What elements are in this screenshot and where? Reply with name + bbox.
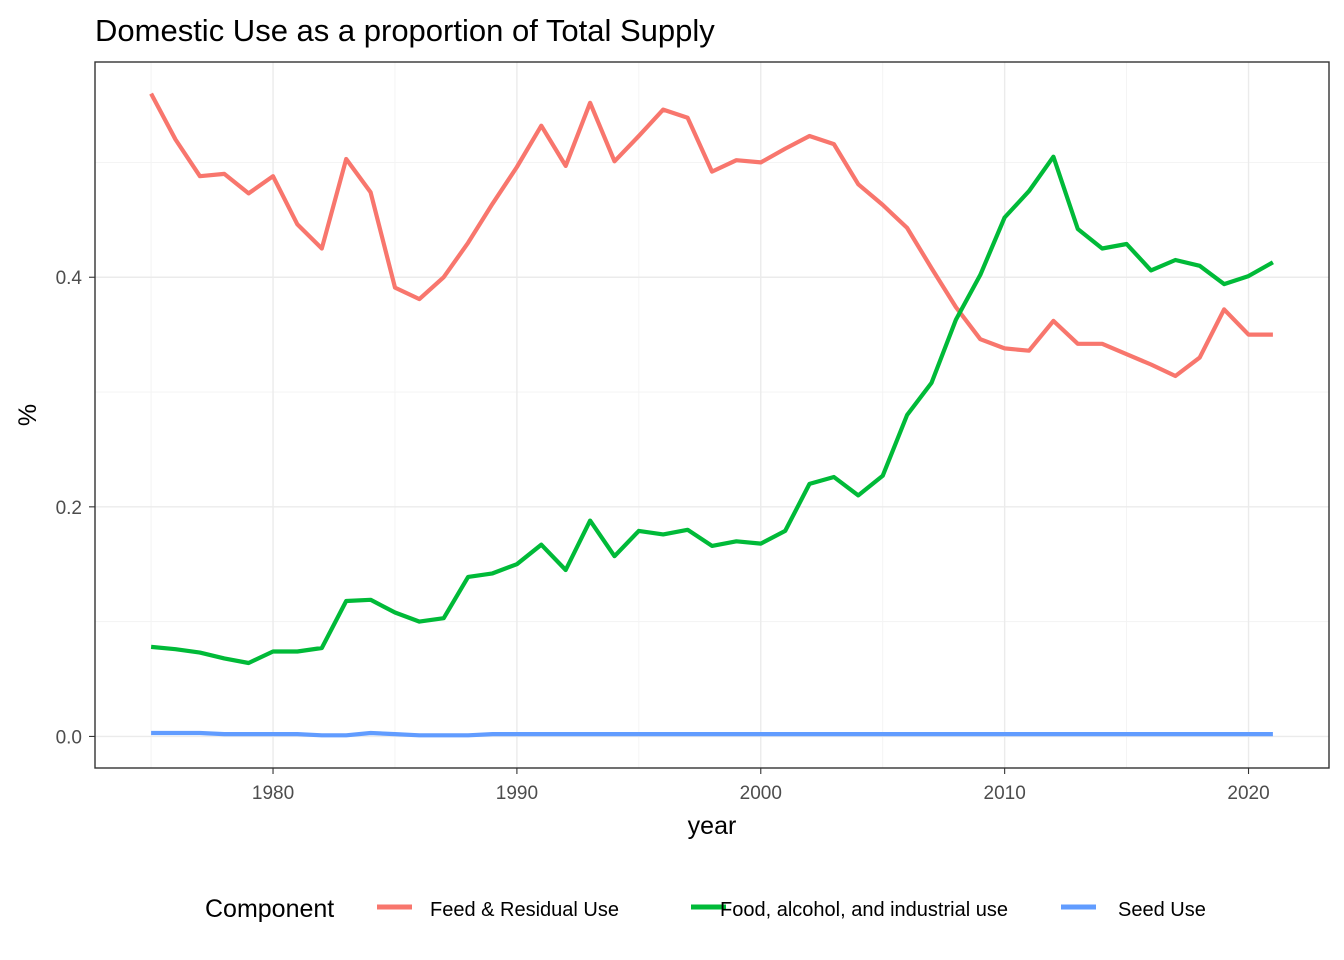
legend-title: Component [205, 895, 334, 923]
x-tick-label: 1980 [252, 783, 294, 804]
panel-border [94, 61, 1330, 769]
chart-title: Domestic Use as a proportion of Total Su… [95, 13, 715, 48]
y-tick-label: 0.2 [56, 498, 82, 519]
x-axis: 1980 1990 2000 2010 2020 [252, 768, 1270, 804]
y-tick-label: 0.0 [56, 727, 82, 748]
y-axis: 0.0 0.2 0.4 [56, 268, 95, 748]
x-tick-label: 2010 [984, 783, 1026, 804]
y-axis-title: % [14, 404, 42, 426]
legend-label-feed-residual-use: Feed & Residual Use [430, 899, 619, 921]
series-line-seed-use [151, 730, 1273, 738]
legend-label-seed-use: Seed Use [1118, 899, 1206, 921]
series-lines [149, 92, 1274, 738]
y-tick-label: 0.4 [56, 268, 83, 289]
series-line-food-alcohol-and-industrial-use [150, 154, 1274, 666]
legend: Component Feed & Residual Use Food, alcoh… [205, 895, 1206, 923]
series-line-feed-residual-use [149, 92, 1273, 379]
grid [95, 62, 1329, 768]
x-axis-title: year [688, 812, 737, 840]
legend-label-food-alcohol-and-industrial-use: Food, alcohol, and industrial use [720, 899, 1008, 921]
x-tick-label: 2000 [740, 783, 782, 804]
x-tick-label: 1990 [496, 783, 538, 804]
x-tick-label: 2020 [1227, 783, 1269, 804]
